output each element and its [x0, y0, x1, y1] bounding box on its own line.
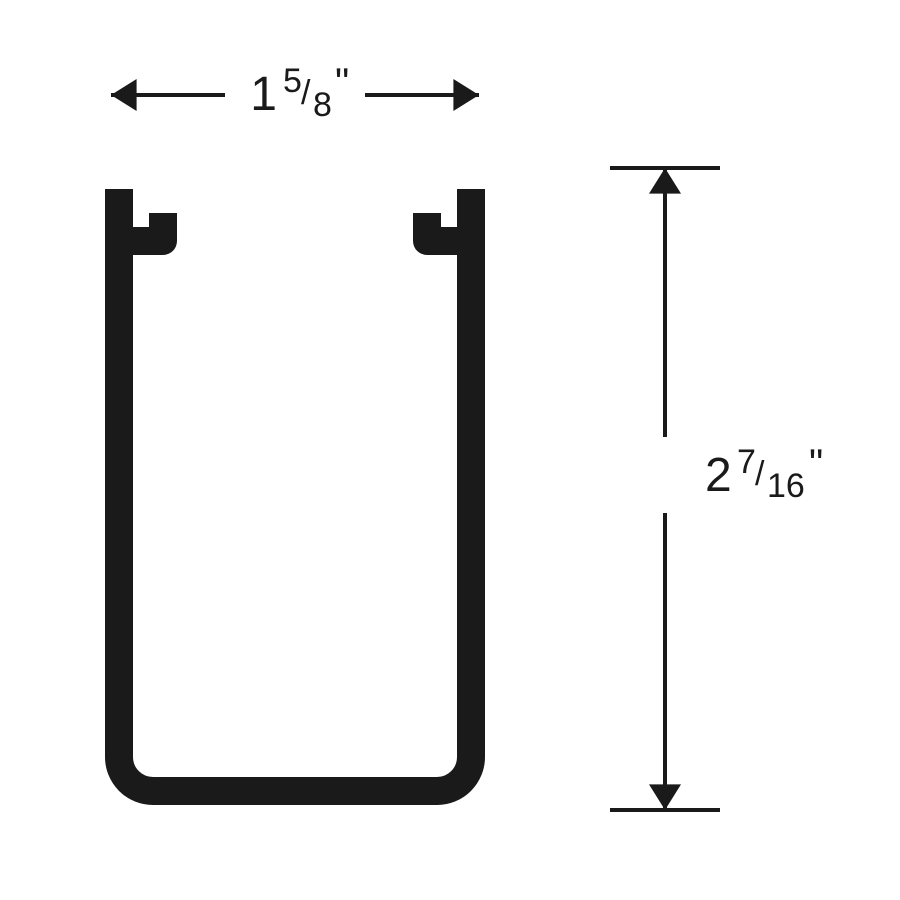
arrow-right-icon: [453, 79, 479, 111]
channel-profile: [119, 189, 471, 791]
dimension-width-whole: 1: [250, 68, 277, 121]
dimension-height-slash: /: [755, 455, 765, 493]
dimension-width-unit: ": [335, 61, 349, 105]
dimension-height-denominator: 16: [767, 467, 805, 505]
dimension-height-unit: ": [809, 442, 823, 486]
arrow-left-icon: [111, 79, 137, 111]
dimension-width-numerator: 5: [283, 62, 302, 100]
diagram-svg: 1 5 / 8 " 2 7 / 16 ": [0, 0, 900, 900]
dimension-width-denominator: 8: [313, 86, 332, 124]
dimension-height-numerator: 7: [737, 443, 756, 481]
arrow-down-icon: [649, 784, 681, 810]
arrow-up-icon: [649, 168, 681, 194]
dimension-height: 2 7 / 16 ": [610, 168, 823, 810]
dimension-width-slash: /: [301, 74, 311, 112]
dimension-width: 1 5 / 8 ": [111, 61, 479, 124]
dimension-height-whole: 2: [705, 449, 732, 502]
